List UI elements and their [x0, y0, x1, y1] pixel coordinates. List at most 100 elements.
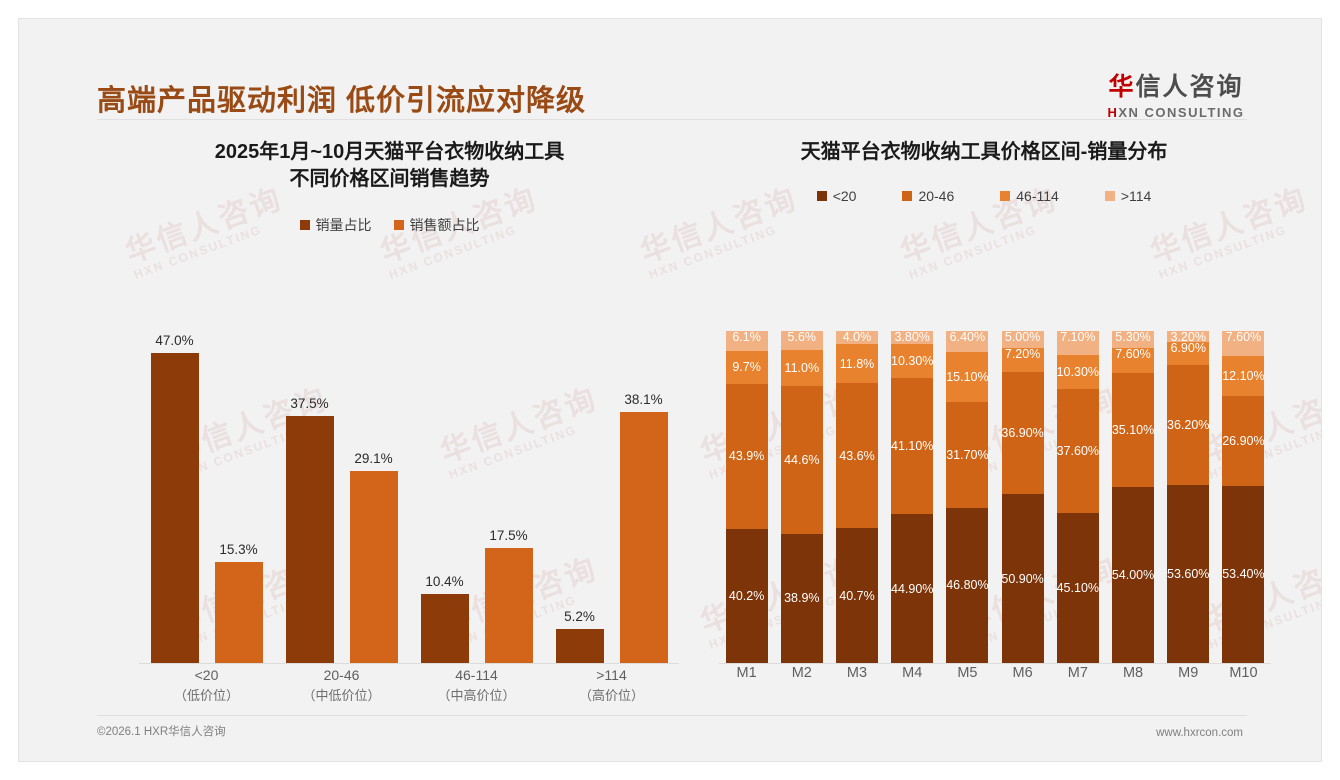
stacked-segment[interactable]: 36.90% [1001, 371, 1044, 495]
stacked-bar[interactable]: 3.80% 10.30% 41.10% 44.90% [891, 330, 934, 663]
left-chart-legend: 销量占比 销售额占比 [97, 215, 682, 235]
stacked-segment[interactable]: 53.60% [1167, 484, 1209, 663]
stacked-segment[interactable]: 6.40% [946, 330, 989, 353]
stacked-segment[interactable]: 15.10% [946, 352, 989, 403]
stacked-segment[interactable]: 5.00% [1001, 330, 1044, 348]
stacked-segment[interactable]: 45.10% [1057, 513, 1099, 663]
stacked-segment[interactable]: 40.2% [725, 529, 768, 663]
brand-logo: 华信人咨询 HXN CONSULTING [1091, 67, 1261, 120]
stacked-segment[interactable]: 10.30% [1057, 354, 1099, 389]
page-title: 高端产品驱动利润 低价引流应对降级 [97, 85, 587, 117]
stacked-segment[interactable]: 53.40% [1222, 485, 1265, 663]
segment-value-label: 10.30% [891, 353, 934, 368]
legend-label: >114 [1120, 188, 1152, 204]
segment-value-label: 53.40% [1222, 567, 1265, 582]
x-tick-main: 20-46 [323, 667, 360, 683]
stacked-segment[interactable]: 43.6% [836, 383, 878, 529]
stacked-segment[interactable]: 44.90% [891, 514, 933, 663]
stacked-bar[interactable]: 6.40% 15.10% 31.70% 46.80% [946, 330, 989, 663]
stacked-segment[interactable]: 44.6% [780, 386, 823, 534]
stacked-segment[interactable]: 31.70% [946, 402, 989, 508]
stacked-bar-group: 4.0% 11.8% 43.6% 40.7% [829, 304, 884, 663]
bar-value-label: 47.0% [155, 332, 194, 348]
x-tick-sub: （低价位） [173, 688, 239, 703]
stacked-bar-group: 7.10% 10.30% 37.60% 45.10% [1050, 304, 1105, 663]
stacked-bar[interactable]: 5.00% 7.20% 36.90% 50.90% [1001, 330, 1044, 663]
footer-divider [97, 715, 1247, 716]
stacked-segment[interactable]: 35.10% [1112, 372, 1154, 488]
legend-item[interactable]: 20-46 [902, 188, 954, 204]
stacked-segment[interactable]: 38.9% [780, 533, 823, 663]
left-chart-title-line1: 2025年1月~10月天猫平台衣物收纳工具 [214, 141, 565, 163]
stacked-segment[interactable]: 41.10% [891, 377, 934, 515]
segment-value-label: 36.20% [1167, 417, 1210, 432]
segment-value-label: 46.80% [946, 578, 989, 593]
left-grouped-bar-chart: 47.0% 15.3% 37.5% 29.1% 10.4% 17.5% 5.2% 38.1% … [97, 304, 682, 703]
legend-item[interactable]: >114 [1104, 188, 1152, 204]
stacked-bar-group: 3.20% 6.90% 36.20% 53.60% [1161, 304, 1216, 663]
segment-value-label: 3.80% [894, 330, 930, 344]
stacked-segment[interactable]: 3.80% [891, 330, 934, 344]
stacked-segment[interactable]: 11.0% [780, 349, 823, 387]
stacked-segment[interactable]: 36.20% [1167, 364, 1210, 485]
stacked-segment[interactable]: 11.8% [836, 344, 878, 384]
stacked-bar[interactable]: 7.10% 10.30% 37.60% 45.10% [1056, 330, 1099, 663]
stacked-bar[interactable]: 5.6% 11.0% 44.6% 38.9% [780, 330, 823, 663]
stacked-segment[interactable]: 7.10% [1056, 330, 1099, 355]
bar[interactable]: 15.3% [214, 542, 263, 663]
stacked-segment[interactable]: 12.10% [1222, 356, 1265, 397]
right-x-axis-line [719, 663, 1271, 664]
left-chart-title-line2: 不同价格区间销售趋势 [289, 168, 490, 190]
stacked-segment[interactable]: 40.7% [836, 528, 878, 663]
x-tick-label: M3 [846, 665, 868, 681]
bar[interactable]: 17.5% [484, 528, 533, 663]
stacked-segment[interactable]: 5.30% [1112, 330, 1155, 349]
legend-swatch-icon [816, 191, 827, 201]
stacked-segment[interactable]: 7.60% [1222, 330, 1265, 357]
bar-fill [555, 628, 604, 663]
legend-item[interactable]: 销售额占比 [393, 215, 480, 235]
legend-swatch-icon [393, 220, 404, 230]
x-tick-label: M8 [1122, 665, 1144, 681]
stacked-segment[interactable]: 50.90% [1001, 494, 1044, 663]
bar[interactable]: 10.4% [420, 574, 469, 663]
segment-value-label: 12.10% [1222, 369, 1265, 384]
stacked-segment[interactable]: 6.90% [1167, 341, 1210, 365]
stacked-bar[interactable]: 6.1% 9.7% 43.9% 40.2% [725, 330, 768, 663]
stacked-segment[interactable]: 26.90% [1222, 396, 1265, 486]
bar[interactable]: 47.0% [150, 333, 199, 663]
legend-swatch-icon [1000, 191, 1011, 201]
stacked-segment[interactable]: 9.7% [725, 351, 768, 384]
stacked-segment[interactable]: 54.00% [1112, 487, 1154, 663]
stacked-segment[interactable]: 4.0% [836, 330, 878, 345]
legend-item[interactable]: <20 [816, 188, 856, 204]
legend-item[interactable]: 销量占比 [299, 215, 372, 235]
stacked-segment[interactable]: 43.9% [725, 383, 768, 530]
bar[interactable]: 29.1% [349, 451, 398, 663]
stacked-segment[interactable]: 7.60% [1112, 347, 1155, 373]
legend-item[interactable]: 46-114 [1000, 188, 1059, 204]
stacked-segment[interactable]: 3.20% [1167, 330, 1210, 344]
stacked-segment[interactable]: 5.6% [780, 330, 823, 350]
bar[interactable]: 38.1% [619, 392, 668, 663]
stacked-segment[interactable]: 10.30% [891, 343, 934, 378]
logo-chinese-rest: 信人咨询 [1135, 73, 1244, 101]
stacked-segment[interactable]: 6.1% [725, 330, 768, 352]
stacked-bar-group: 6.1% 9.7% 43.9% 40.2% [719, 304, 774, 663]
stacked-bar[interactable]: 5.30% 7.60% 35.10% 54.00% [1112, 330, 1155, 663]
stacked-bar[interactable]: 3.20% 6.90% 36.20% 53.60% [1167, 330, 1210, 663]
bar[interactable]: 5.2% [555, 609, 604, 663]
x-tick-label: M10 [1229, 665, 1258, 681]
stacked-bar[interactable]: 7.60% 12.10% 26.90% 53.40% [1222, 330, 1265, 663]
segment-value-label: 5.00% [1004, 330, 1041, 344]
stacked-bar[interactable]: 4.0% 11.8% 43.6% 40.7% [836, 330, 878, 663]
stacked-segment[interactable]: 37.60% [1057, 388, 1099, 514]
bar-group: 47.0% 15.3% [139, 304, 274, 663]
segment-value-label: 41.10% [891, 438, 934, 453]
stacked-segment[interactable]: 46.80% [946, 507, 989, 663]
stacked-bar-group: 5.6% 11.0% 44.6% 38.9% [774, 304, 829, 663]
bar-value-label: 29.1% [354, 450, 393, 466]
x-tick-label: M1 [736, 665, 757, 681]
stacked-segment[interactable]: 7.20% [1001, 347, 1044, 372]
bar[interactable]: 37.5% [285, 396, 334, 663]
